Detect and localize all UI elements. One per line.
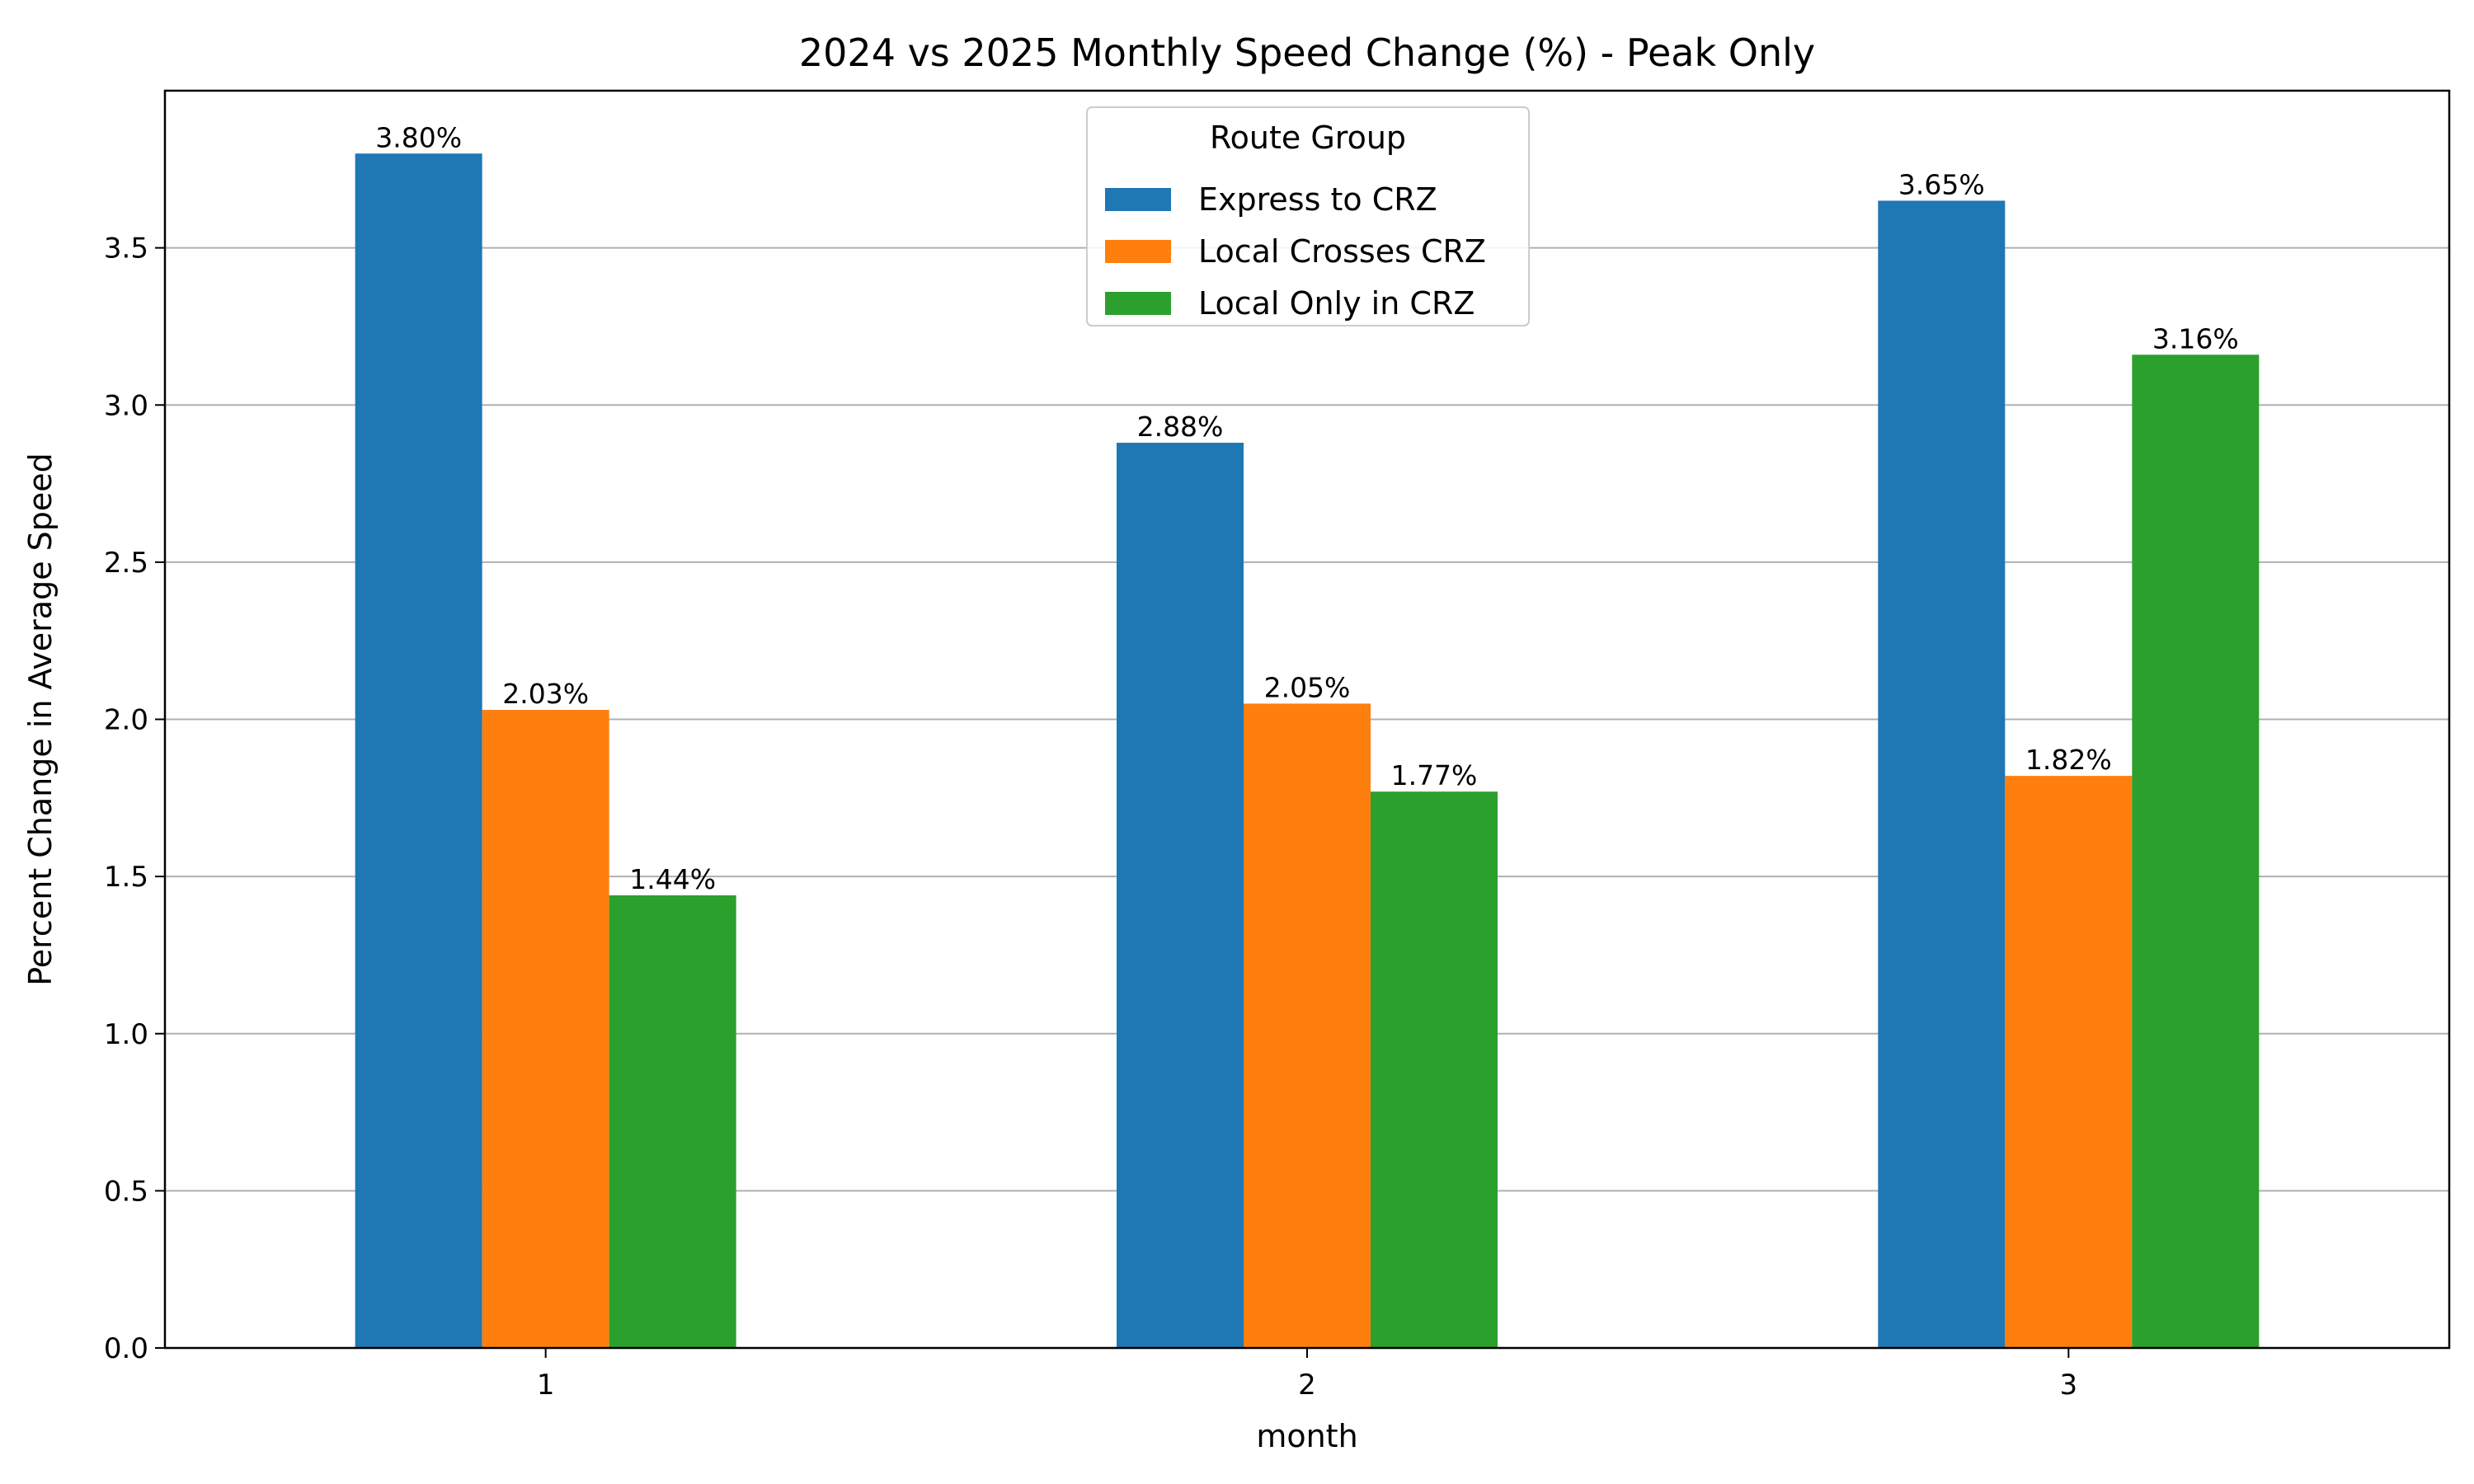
y-tick-label: 2.0	[104, 704, 148, 737]
y-tick-label: 0.5	[104, 1175, 148, 1208]
bar	[1371, 791, 1498, 1348]
x-tick-label: 1	[537, 1369, 555, 1402]
bar-value-labels: 3.80% 2.03% 1.44% 2.88% 2.05% 1.77% 3.65% 1.82%…	[375, 121, 2239, 895]
bar-value-label: 1.44%	[629, 863, 716, 895]
y-tick-label: 3.5	[104, 232, 148, 265]
axis-ticks: 0.0 0.5 1.0 1.5 2.0 2.5 3.0 3.5 1 2 3	[104, 232, 2077, 1402]
bar-value-label: 3.80%	[375, 121, 462, 153]
y-tick-label: 0.0	[104, 1332, 148, 1365]
bar	[482, 710, 609, 1348]
bar	[1244, 703, 1371, 1348]
bar-value-label: 3.16%	[2152, 322, 2239, 355]
bar	[1878, 200, 2006, 1348]
legend-swatch	[1105, 292, 1171, 315]
bar-value-label: 1.77%	[1391, 759, 1478, 791]
bar	[609, 895, 736, 1348]
bar-value-label: 3.65%	[1898, 168, 1985, 200]
chart-title: 2024 vs 2025 Monthly Speed Change (%) - …	[799, 31, 1815, 75]
legend-swatch	[1105, 188, 1171, 211]
bar	[355, 153, 482, 1348]
y-axis-label: Percent Change in Average Speed	[22, 453, 59, 986]
y-tick-label: 2.5	[104, 547, 148, 580]
legend: Route Group Express to CRZ Local Crosses …	[1086, 106, 1530, 326]
x-tick-label: 2	[1298, 1369, 1316, 1402]
x-tick-label: 3	[2060, 1369, 2078, 1402]
y-tick-label: 1.0	[104, 1018, 148, 1051]
legend-box	[1086, 106, 1530, 326]
bar	[2132, 355, 2260, 1348]
y-tick-label: 3.0	[104, 389, 148, 422]
legend-swatch	[1105, 240, 1171, 263]
legend-entry-label: Express to CRZ	[1198, 181, 1437, 218]
bar-value-label: 2.05%	[1264, 671, 1351, 703]
bar-value-label: 2.88%	[1137, 411, 1224, 443]
y-tick-label: 1.5	[104, 861, 148, 894]
bar	[1117, 443, 1244, 1348]
legend-entries: Express to CRZ Local Crosses CRZ Local Onl…	[1105, 181, 1486, 322]
bar-value-label: 2.03%	[502, 678, 589, 710]
bar	[2005, 776, 2133, 1348]
bar-value-label: 1.82%	[2025, 744, 2112, 776]
bars	[355, 153, 2260, 1348]
x-axis-label: month	[1256, 1418, 1357, 1454]
legend-entry-label: Local Crosses CRZ	[1198, 233, 1486, 270]
legend-title: Route Group	[1210, 120, 1406, 156]
legend-entry-label: Local Only in CRZ	[1198, 285, 1475, 322]
